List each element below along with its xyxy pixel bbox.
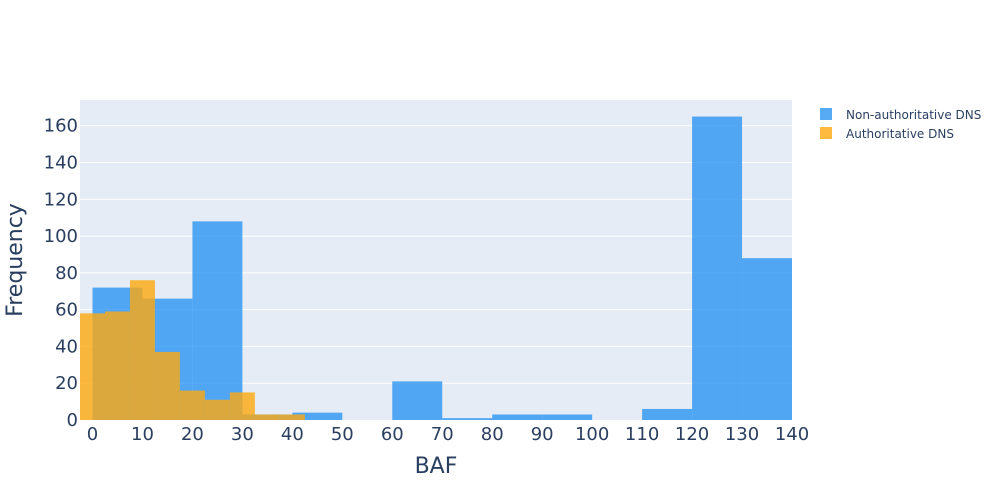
- histogram-bar[interactable]: [492, 414, 543, 420]
- histogram-bar[interactable]: [179, 390, 205, 420]
- histogram-bar[interactable]: [80, 313, 105, 420]
- y-tick-label: 0: [67, 410, 78, 431]
- x-axis-title: BAF: [415, 454, 458, 479]
- y-tick-label: 60: [55, 300, 78, 321]
- series-1-bars: [80, 280, 305, 420]
- legend-item[interactable]: Non-authoritative DNS: [820, 108, 981, 122]
- x-tick-label: 20: [181, 424, 204, 445]
- histogram-bar[interactable]: [129, 280, 155, 420]
- histogram-bars: [80, 116, 792, 420]
- histogram-bar[interactable]: [154, 351, 180, 420]
- histogram-bar[interactable]: [442, 418, 493, 420]
- x-tick-labels: 0 10 20 30 40 50 60 70 80 90 100 110 120 130 140: [87, 424, 809, 445]
- legend-item[interactable]: Authoritative DNS: [820, 127, 954, 141]
- x-tick-label: 140: [775, 424, 809, 445]
- histogram-bar[interactable]: [279, 414, 305, 420]
- x-tick-label: 90: [531, 424, 554, 445]
- x-tick-label: 110: [625, 424, 659, 445]
- x-tick-label: 10: [131, 424, 154, 445]
- histogram-bar[interactable]: [192, 221, 243, 420]
- x-tick-label: 50: [331, 424, 354, 445]
- histogram-bar[interactable]: [204, 399, 230, 420]
- y-axis-title: Frequency: [3, 203, 28, 317]
- y-tick-label: 100: [44, 226, 78, 247]
- y-tick-labels: 0 20 40 60 80 100 120 140 160: [44, 116, 78, 431]
- histogram-bar[interactable]: [742, 258, 792, 420]
- y-tick-label: 80: [55, 263, 78, 284]
- histogram-bar[interactable]: [392, 381, 443, 420]
- x-tick-label: 120: [675, 424, 709, 445]
- y-tick-label: 160: [44, 116, 78, 137]
- histogram-bar[interactable]: [642, 408, 693, 420]
- x-tick-label: 0: [87, 424, 98, 445]
- legend[interactable]: Non-authoritative DNS Authoritative DNS: [820, 108, 981, 141]
- y-tick-label: 20: [55, 373, 78, 394]
- x-tick-label: 70: [431, 424, 454, 445]
- x-tick-label: 40: [281, 424, 304, 445]
- y-tick-label: 140: [44, 153, 78, 174]
- histogram-bar[interactable]: [292, 412, 343, 420]
- histogram-bar[interactable]: [692, 116, 743, 420]
- histogram-bar[interactable]: [104, 311, 130, 420]
- x-tick-label: 130: [725, 424, 759, 445]
- y-tick-label: 120: [44, 189, 78, 210]
- histogram-bar[interactable]: [254, 414, 280, 420]
- legend-swatch: [820, 127, 832, 139]
- histogram-bar[interactable]: [229, 392, 255, 420]
- x-tick-label: 60: [381, 424, 404, 445]
- x-tick-label: 100: [575, 424, 609, 445]
- y-tick-label: 40: [55, 336, 78, 357]
- x-tick-label: 30: [231, 424, 254, 445]
- legend-label: Non-authoritative DNS: [846, 108, 981, 122]
- histogram-bar[interactable]: [542, 414, 593, 420]
- x-tick-label: 80: [481, 424, 504, 445]
- legend-label: Authoritative DNS: [846, 127, 954, 141]
- legend-swatch: [820, 108, 832, 120]
